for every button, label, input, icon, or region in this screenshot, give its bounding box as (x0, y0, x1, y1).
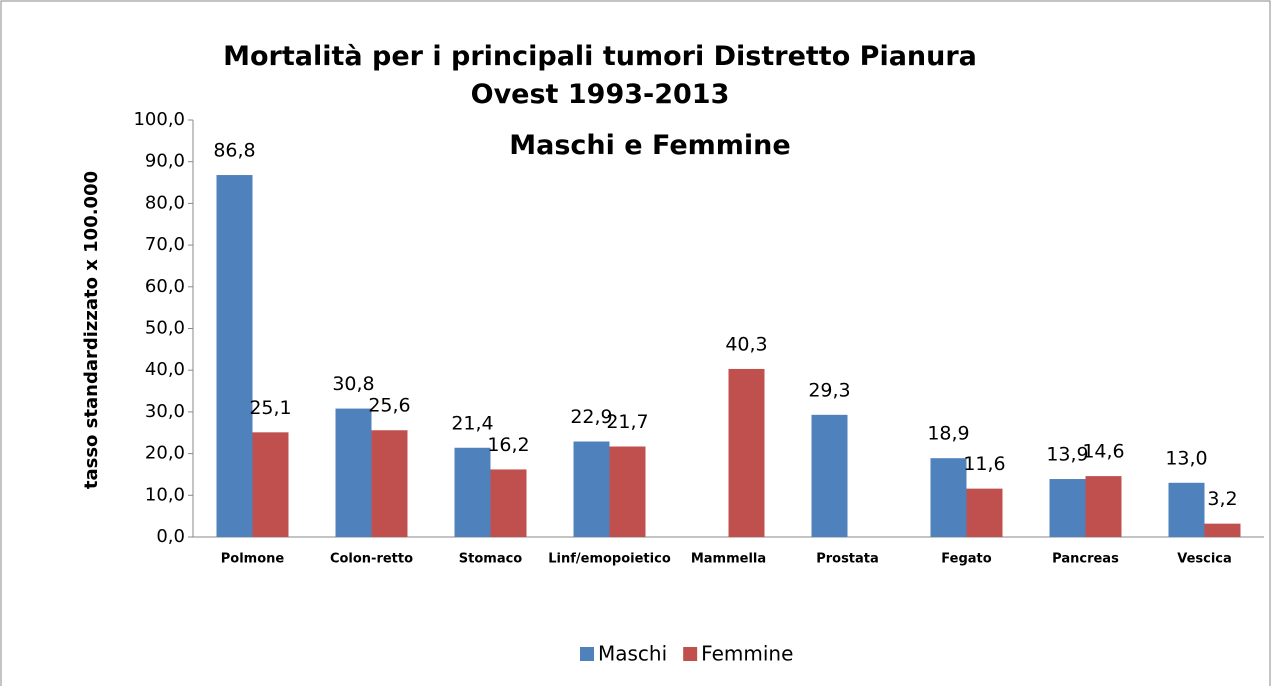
x-tick-label: Linf/emopoietico (548, 552, 671, 567)
bar (728, 368, 765, 537)
y-tick-label: 50,0 (145, 318, 185, 339)
x-tick-label: Fegato (941, 552, 991, 567)
value-label: 29,3 (808, 379, 850, 401)
bar (490, 469, 527, 537)
bar (1085, 476, 1122, 537)
bar (335, 408, 372, 537)
bar (609, 446, 646, 537)
value-label: 25,1 (249, 397, 291, 419)
bar (216, 175, 253, 537)
legend-label: Maschi (598, 642, 667, 666)
value-label: 86,8 (213, 140, 255, 162)
x-tick-label: Stomaco (459, 552, 523, 567)
value-label: 3,2 (1207, 488, 1237, 510)
y-tick-label: 40,0 (145, 359, 185, 380)
bar (811, 414, 848, 537)
x-tick-label: Mammella (691, 552, 766, 567)
value-label: 25,6 (368, 395, 410, 417)
value-label: 16,2 (487, 434, 529, 456)
bar (371, 430, 408, 537)
y-tick-label: 70,0 (145, 234, 185, 255)
legend-swatch (683, 647, 698, 661)
bar (573, 441, 610, 537)
value-label: 40,3 (725, 333, 767, 355)
bar (930, 458, 967, 537)
y-tick-label: 0,0 (156, 526, 185, 547)
x-tick-label: Vescica (1177, 552, 1232, 567)
y-tick-label: 80,0 (145, 192, 185, 213)
value-label: 13,9 (1046, 444, 1088, 466)
value-label: 14,6 (1082, 441, 1124, 463)
bar (454, 447, 491, 537)
y-tick-label: 20,0 (145, 443, 185, 464)
bar (1168, 482, 1205, 537)
bar (966, 488, 1003, 537)
bar (252, 432, 289, 537)
value-label: 18,9 (927, 423, 969, 445)
value-label: 22,9 (570, 406, 612, 428)
y-tick-label: 10,0 (145, 484, 185, 505)
value-label: 21,4 (451, 412, 493, 434)
chart-subtitle: Maschi e Femmine (509, 130, 791, 161)
y-axis-label: tasso standardizzato x 100.000 (81, 171, 102, 489)
value-label: 11,6 (963, 453, 1005, 475)
chart-title: Mortalità per i principali tumori Distre… (223, 41, 977, 110)
x-tick-label: Prostata (816, 552, 879, 567)
value-label: 13,0 (1165, 447, 1207, 469)
y-tick-label: 60,0 (145, 276, 185, 297)
value-label: 30,8 (332, 373, 374, 395)
y-tick-label: 30,0 (145, 401, 185, 422)
x-tick-label: Polmone (221, 552, 285, 567)
y-tick-label: 100,0 (133, 109, 185, 130)
bar (1049, 479, 1086, 537)
legend-swatch (580, 647, 594, 661)
x-tick-label: Colon-retto (330, 552, 413, 567)
legend-label: Femmine (701, 642, 793, 666)
value-label: 21,7 (606, 411, 648, 433)
bar (1204, 523, 1241, 537)
x-tick-label: Pancreas (1052, 552, 1119, 567)
y-tick-label: 90,0 (145, 151, 185, 172)
